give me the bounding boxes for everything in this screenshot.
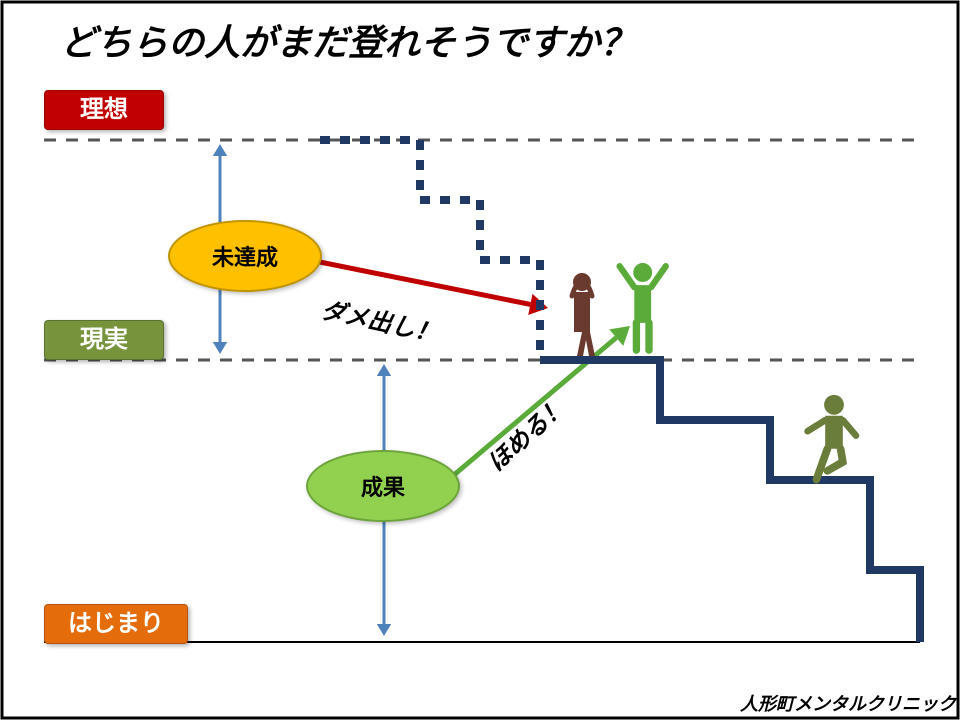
- ellipse-unachieved: 未達成: [168, 220, 322, 292]
- ellipse-result: 成果: [306, 450, 460, 522]
- level-label-start: はじまり: [44, 604, 188, 644]
- diagram-stage: どちらの人がまだ登れそうですか？ 理想 現実 はじまり 未達成 成果 ダメ出し！…: [0, 0, 960, 720]
- ellipse-result-label: 成果: [361, 470, 405, 502]
- ellipse-unachieved-label: 未達成: [212, 240, 278, 272]
- level-label-reality: 現実: [44, 320, 164, 360]
- footer-credit: 人形町メンタルクリニック: [740, 690, 956, 716]
- level-label-ideal: 理想: [44, 90, 164, 130]
- page-title: どちらの人がまだ登れそうですか？: [60, 14, 636, 66]
